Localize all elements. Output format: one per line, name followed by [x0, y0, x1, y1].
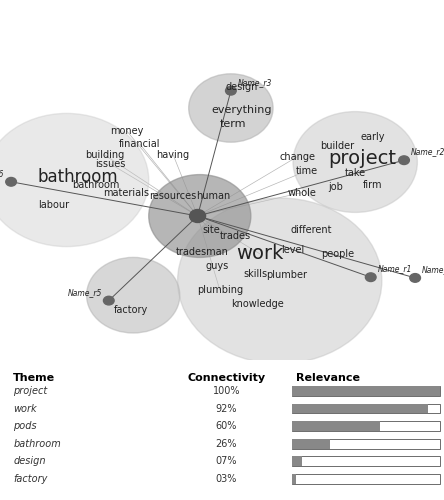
- Circle shape: [410, 274, 420, 282]
- Text: whole: whole: [287, 188, 317, 198]
- Circle shape: [365, 273, 376, 281]
- Text: term: term: [220, 119, 246, 129]
- Text: labour: labour: [38, 200, 69, 210]
- Text: Name_r5: Name_r5: [68, 288, 102, 297]
- Text: design: design: [13, 456, 46, 466]
- Text: work: work: [13, 404, 37, 413]
- Text: Name_r3: Name_r3: [238, 78, 272, 87]
- Text: having: having: [157, 150, 190, 160]
- Circle shape: [149, 174, 251, 258]
- Text: everything: everything: [212, 105, 272, 115]
- Text: bathroom: bathroom: [37, 168, 118, 186]
- Bar: [292, 456, 302, 466]
- Text: 60%: 60%: [216, 421, 237, 431]
- Bar: [292, 456, 440, 466]
- Text: materials: materials: [103, 188, 150, 198]
- Circle shape: [103, 296, 114, 305]
- Text: project: project: [13, 386, 48, 396]
- Text: resources: resources: [150, 191, 197, 201]
- Text: site: site: [202, 226, 220, 235]
- Text: bathroom: bathroom: [13, 438, 61, 448]
- Text: money: money: [110, 126, 143, 136]
- Text: factory: factory: [114, 304, 148, 314]
- Text: guys: guys: [205, 262, 228, 272]
- Text: Name_r6: Name_r6: [0, 169, 4, 178]
- Circle shape: [293, 112, 417, 212]
- Text: design: design: [226, 82, 258, 92]
- Text: Name_r1: Name_r1: [377, 264, 412, 274]
- Text: firm: firm: [363, 180, 383, 190]
- Text: Name_r4: Name_r4: [422, 266, 444, 274]
- Text: level: level: [281, 245, 305, 255]
- Bar: [292, 439, 440, 448]
- Text: people: people: [321, 249, 354, 259]
- Bar: [292, 404, 428, 413]
- Bar: [292, 474, 296, 484]
- Text: 07%: 07%: [216, 456, 237, 466]
- Circle shape: [399, 156, 409, 164]
- Text: 92%: 92%: [216, 404, 237, 413]
- Circle shape: [87, 258, 180, 333]
- Text: Connectivity: Connectivity: [187, 373, 266, 383]
- Text: job: job: [328, 182, 343, 192]
- Text: knowledge: knowledge: [231, 299, 284, 309]
- Bar: [292, 439, 330, 448]
- Text: builder: builder: [321, 141, 354, 151]
- Text: time: time: [295, 166, 317, 176]
- Text: project: project: [328, 149, 396, 168]
- Text: Relevance: Relevance: [296, 373, 360, 383]
- Text: 100%: 100%: [213, 386, 240, 396]
- Circle shape: [226, 86, 236, 95]
- Text: tradesman: tradesman: [175, 247, 229, 257]
- Circle shape: [178, 198, 382, 364]
- Circle shape: [6, 178, 16, 186]
- Text: different: different: [290, 226, 332, 235]
- Text: bathroom: bathroom: [72, 180, 119, 190]
- Bar: [292, 386, 440, 396]
- Text: 26%: 26%: [216, 438, 237, 448]
- Text: issues: issues: [95, 159, 125, 169]
- Text: Theme: Theme: [13, 373, 56, 383]
- Bar: [292, 404, 440, 413]
- Text: pods: pods: [13, 421, 37, 431]
- Bar: [292, 421, 440, 431]
- Text: plumber: plumber: [266, 270, 307, 280]
- Text: Name_r2: Name_r2: [411, 148, 444, 156]
- Circle shape: [189, 74, 273, 142]
- Text: trades: trades: [220, 231, 251, 241]
- Text: skills: skills: [243, 268, 267, 278]
- Bar: [292, 474, 440, 484]
- Text: take: take: [345, 168, 366, 178]
- Text: human: human: [196, 191, 230, 201]
- Text: work: work: [236, 244, 283, 264]
- Text: early: early: [361, 132, 385, 142]
- Text: plumbing: plumbing: [197, 285, 243, 295]
- Circle shape: [190, 210, 206, 222]
- Circle shape: [0, 114, 149, 246]
- Text: financial: financial: [119, 139, 161, 149]
- Bar: [292, 386, 440, 396]
- Bar: [292, 421, 381, 431]
- Text: change: change: [279, 152, 316, 162]
- Text: building: building: [85, 150, 124, 160]
- Text: 03%: 03%: [216, 474, 237, 484]
- Text: factory: factory: [13, 474, 48, 484]
